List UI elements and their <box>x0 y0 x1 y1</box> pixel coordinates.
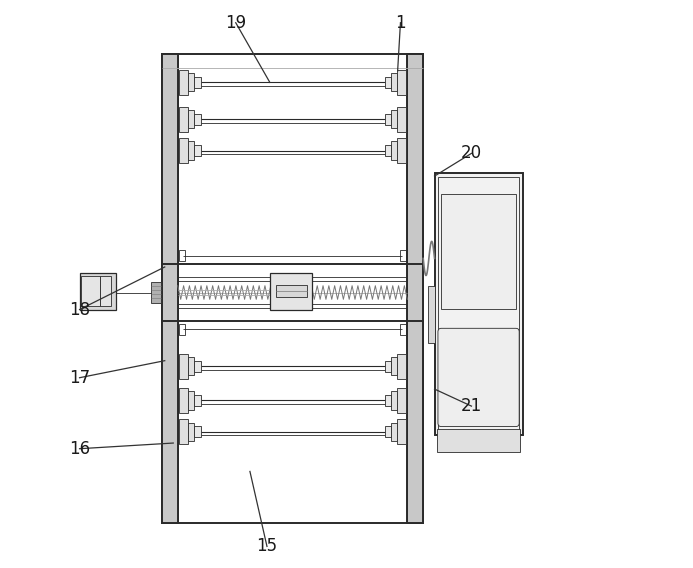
Text: 16: 16 <box>69 440 90 458</box>
Bar <box>438 177 519 431</box>
Text: 17: 17 <box>69 369 90 387</box>
Bar <box>194 114 200 125</box>
Bar <box>100 276 111 306</box>
Bar <box>401 250 406 261</box>
Bar <box>397 70 406 95</box>
Bar <box>437 429 520 452</box>
Bar <box>392 141 397 160</box>
Bar <box>179 324 184 335</box>
Bar <box>194 426 200 437</box>
Bar <box>80 273 116 310</box>
Bar <box>397 138 406 163</box>
Bar <box>428 286 435 343</box>
Bar <box>385 77 392 88</box>
Bar <box>179 138 188 163</box>
Bar <box>397 419 406 444</box>
Bar <box>188 391 194 410</box>
Bar <box>385 145 392 156</box>
Bar <box>179 70 188 95</box>
Bar <box>397 388 406 413</box>
Bar <box>397 354 406 379</box>
Bar <box>194 145 200 156</box>
Bar <box>385 361 392 372</box>
Text: 18: 18 <box>69 300 90 319</box>
Bar <box>435 173 523 435</box>
Bar <box>392 391 397 410</box>
Bar <box>397 107 406 132</box>
Bar <box>385 395 392 406</box>
Bar <box>401 324 406 335</box>
Bar <box>179 388 188 413</box>
Bar <box>392 357 397 375</box>
Text: 20: 20 <box>461 144 482 162</box>
Bar <box>392 110 397 128</box>
Bar <box>81 276 100 306</box>
Bar <box>188 141 194 160</box>
Bar <box>385 114 392 125</box>
Text: 15: 15 <box>256 537 277 556</box>
Bar <box>392 423 397 441</box>
Bar <box>194 77 200 88</box>
Bar <box>441 194 516 309</box>
Bar <box>179 354 188 379</box>
Text: 21: 21 <box>461 397 482 415</box>
Bar <box>194 395 200 406</box>
Bar <box>188 73 194 91</box>
Bar <box>194 361 200 372</box>
Bar <box>179 107 188 132</box>
Bar <box>407 54 423 523</box>
Bar <box>392 73 397 91</box>
Bar <box>179 250 184 261</box>
Bar <box>276 285 307 297</box>
Bar <box>188 423 194 441</box>
Bar <box>162 54 178 523</box>
Bar <box>150 282 161 303</box>
Bar <box>270 273 313 310</box>
Bar <box>385 426 392 437</box>
Bar <box>179 419 188 444</box>
Bar <box>188 357 194 375</box>
Bar <box>162 54 423 523</box>
FancyBboxPatch shape <box>438 328 519 427</box>
Bar <box>188 110 194 128</box>
Text: 19: 19 <box>225 14 246 32</box>
Text: 1: 1 <box>395 14 406 32</box>
